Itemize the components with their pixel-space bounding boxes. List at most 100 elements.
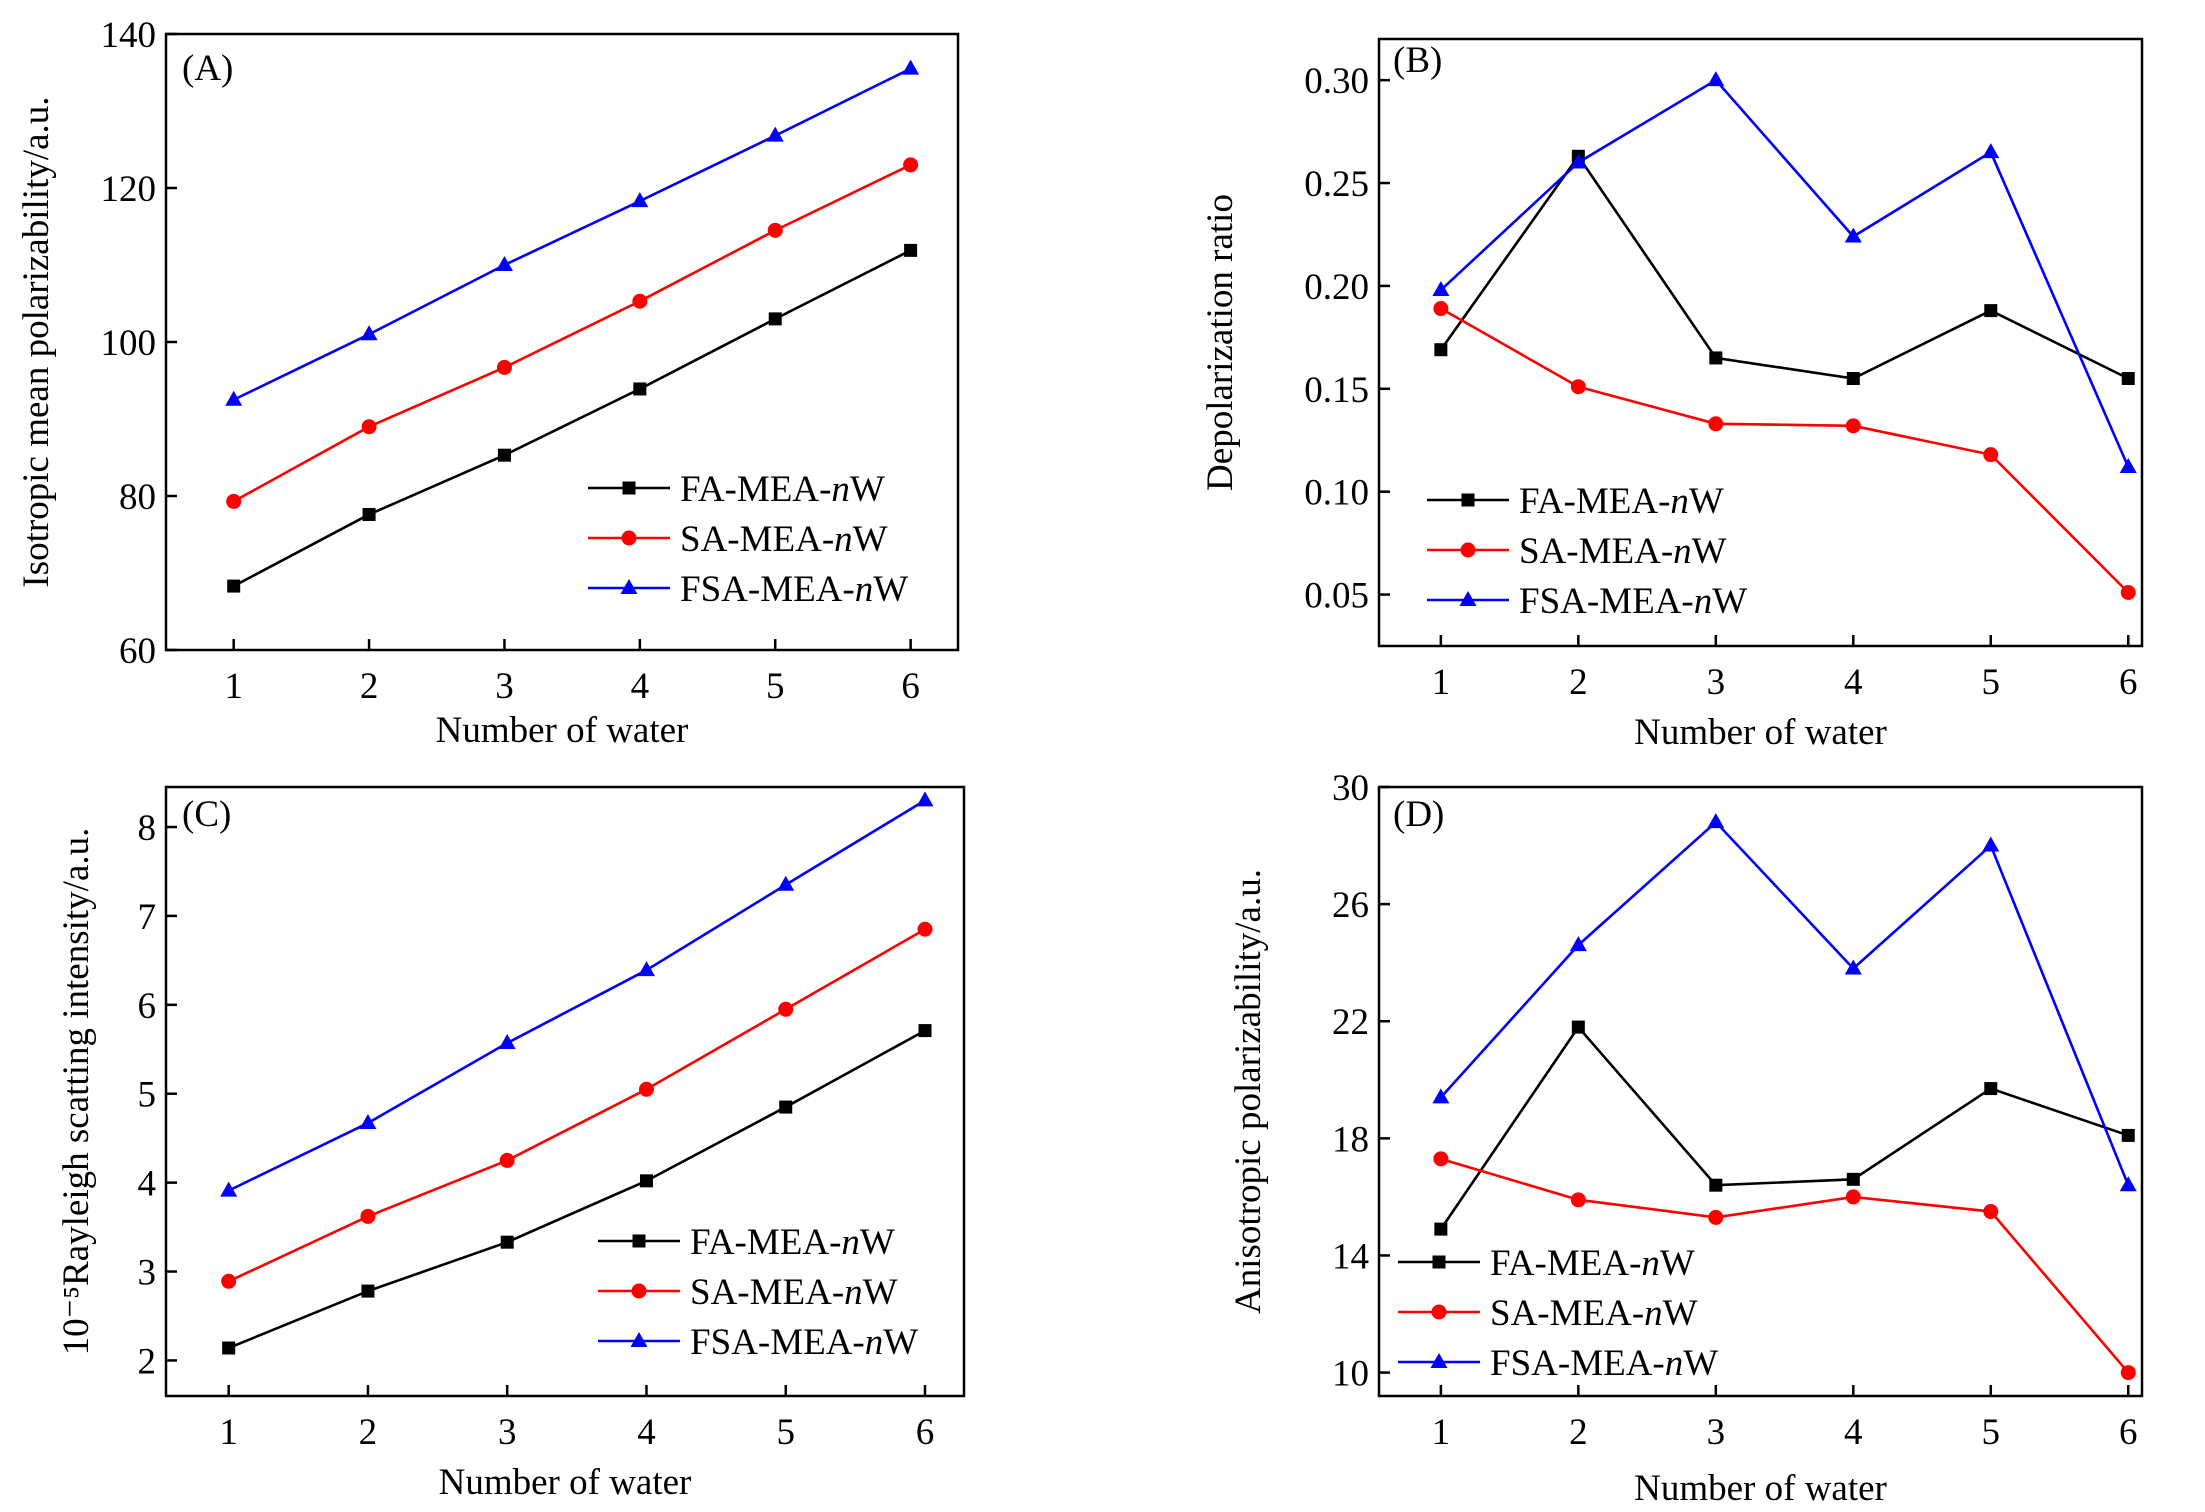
data-point-triangle [2119, 1176, 2137, 1192]
series-line [1439, 78, 2130, 468]
x-tick-label: 1 [1432, 1412, 1451, 1453]
legend-marker-triangle [630, 1332, 648, 1347]
legend-label: FA-MEA-nW [1519, 481, 1724, 522]
y-tick-label: 5 [138, 1075, 157, 1116]
data-point-triangle [1844, 227, 1862, 243]
legend-marker-circle [1431, 1304, 1447, 1320]
series-SA-MEA-nW [1433, 1151, 2136, 1381]
series-line [233, 249, 912, 588]
data-point-triangle [777, 875, 795, 891]
x-axis-title: Number of water [1634, 1468, 1887, 1509]
data-point-circle [361, 419, 377, 435]
data-point-circle [221, 1273, 237, 1289]
y-tick-label: 0.25 [1304, 164, 1369, 205]
data-point-triangle [1844, 959, 1862, 975]
series-line [233, 67, 912, 401]
series-FSA-MEA-nW [225, 59, 920, 406]
x-tick-label: 2 [1569, 662, 1588, 703]
data-point-square [497, 448, 511, 462]
legend-label: SA-MEA-nW [1519, 531, 1727, 572]
data-point-circle [2120, 585, 2136, 601]
data-point-circle [1570, 1192, 1586, 1208]
legend-label: FSA-MEA-nW [1490, 1343, 1718, 1384]
data-point-circle [1708, 1209, 1724, 1225]
data-point-triangle [631, 192, 649, 208]
x-tick-label: 2 [360, 666, 379, 707]
y-tick-label: 18 [1332, 1119, 1369, 1160]
series-SA-MEA-nW [221, 921, 933, 1289]
series-line [1439, 820, 2130, 1186]
legend-label: FA-MEA-nW [1490, 1243, 1695, 1284]
plot-frame [1377, 785, 2144, 1398]
x-tick-label: 6 [2119, 1412, 2138, 1453]
x-tick-label: 2 [1569, 1412, 1588, 1453]
data-point-circle [1845, 1189, 1861, 1205]
x-tick-label: 5 [776, 1412, 795, 1453]
x-tick-label: 6 [2119, 662, 2138, 703]
data-point-circle [499, 1152, 515, 1168]
data-point-circle [1433, 301, 1449, 317]
data-point-square [768, 312, 782, 326]
data-point-circle [917, 921, 933, 937]
x-tick-label: 1 [224, 666, 243, 707]
legend-marker-square [1461, 493, 1475, 507]
y-tick-label: 10 [1332, 1354, 1369, 1395]
data-point-triangle [498, 1034, 516, 1050]
legend-marker-square [622, 481, 636, 495]
legend-label: FA-MEA-nW [690, 1222, 895, 1263]
chart-panel-4: 1 2 3 4 5 6 10 14 18 22 26 30 Number of water Anisotr… [1228, 768, 2144, 1509]
data-point-circle [1570, 379, 1586, 395]
y-tick-label: 140 [101, 15, 157, 56]
data-point-circle [1983, 1204, 1999, 1220]
y-tick-label: 0.30 [1304, 61, 1369, 102]
data-point-square [904, 243, 918, 257]
panel-label: (D) [1393, 794, 1444, 835]
x-tick-label: 3 [498, 1412, 517, 1453]
data-point-triangle [360, 325, 378, 341]
data-point-circle [767, 222, 783, 238]
legend-label: FSA-MEA-nW [680, 569, 908, 610]
data-point-square [639, 1174, 653, 1188]
data-point-circle [496, 359, 512, 375]
data-point-circle [1708, 416, 1724, 432]
x-tick-label: 1 [219, 1412, 238, 1453]
legend-marker-square [1432, 1255, 1446, 1269]
y-axis-title: Isotropic mean polarizability/a.u. [16, 96, 57, 587]
data-point-triangle [359, 1114, 377, 1130]
data-point-circle [2120, 1365, 2136, 1381]
series-FA-MEA-nW [227, 243, 918, 593]
data-point-circle [1983, 447, 1999, 463]
plot-frame [164, 785, 966, 1398]
series-line [1440, 307, 2130, 594]
x-axis-title: Number of water [436, 710, 689, 751]
y-tick-label: 22 [1332, 1002, 1369, 1043]
y-tick-label: 3 [138, 1253, 157, 1294]
y-tick-label: 0.20 [1304, 267, 1369, 308]
series-FA-MEA-nW [1434, 149, 2135, 386]
y-axis-title: 10⁻⁵Rayleigh scatting intensity/a.u. [56, 828, 97, 1356]
y-tick-label: 8 [138, 808, 157, 849]
data-point-square [1846, 1172, 1860, 1186]
panel-label: (C) [182, 794, 231, 835]
panel-label: (B) [1393, 40, 1442, 81]
data-point-triangle [1982, 836, 2000, 852]
data-point-square [1434, 1222, 1448, 1236]
chart-panel-1: 1 2 3 4 5 6 60 80 100 120 140 Number of water Isotro… [16, 15, 960, 751]
data-point-triangle [916, 791, 934, 807]
data-point-triangle [1569, 936, 1587, 952]
series-FA-MEA-nW [222, 1024, 932, 1355]
legend: FA-MEA-nW SA-MEA-nW FSA-MEA-nW [1398, 1243, 1718, 1384]
series-FA-MEA-nW [1434, 1020, 2135, 1236]
legend-marker-square [632, 1234, 646, 1248]
data-point-circle [778, 1001, 794, 1017]
y-tick-label: 80 [119, 477, 156, 518]
data-point-square [362, 507, 376, 521]
x-tick-label: 5 [766, 666, 785, 707]
data-point-square [633, 382, 647, 396]
data-point-square [227, 579, 241, 593]
y-tick-label: 0.15 [1304, 370, 1369, 411]
y-tick-label: 6 [138, 986, 157, 1027]
series-line [228, 928, 926, 1283]
data-point-circle [1845, 418, 1861, 434]
x-tick-label: 3 [1707, 1412, 1726, 1453]
